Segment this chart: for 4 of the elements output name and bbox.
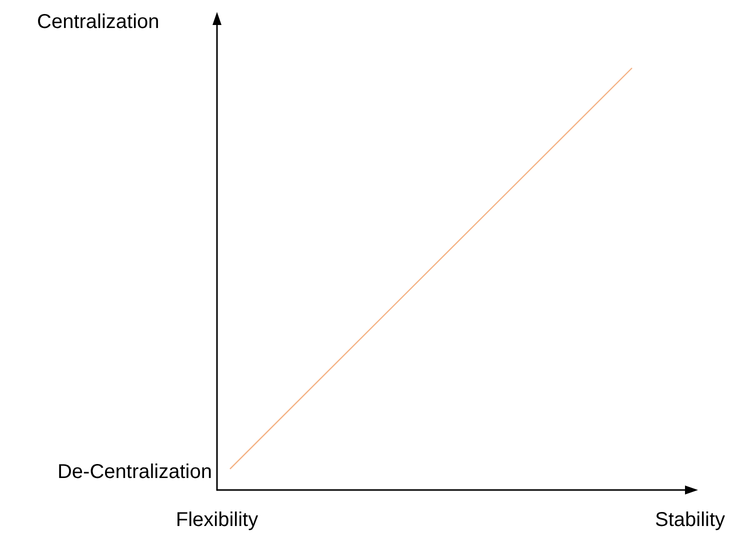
text: Flexibility [176, 509, 258, 531]
annotation: De-Centralization [57, 461, 212, 483]
x-axis-title: Stability [654, 509, 726, 531]
y-axis-title: Centralization [37, 11, 160, 33]
